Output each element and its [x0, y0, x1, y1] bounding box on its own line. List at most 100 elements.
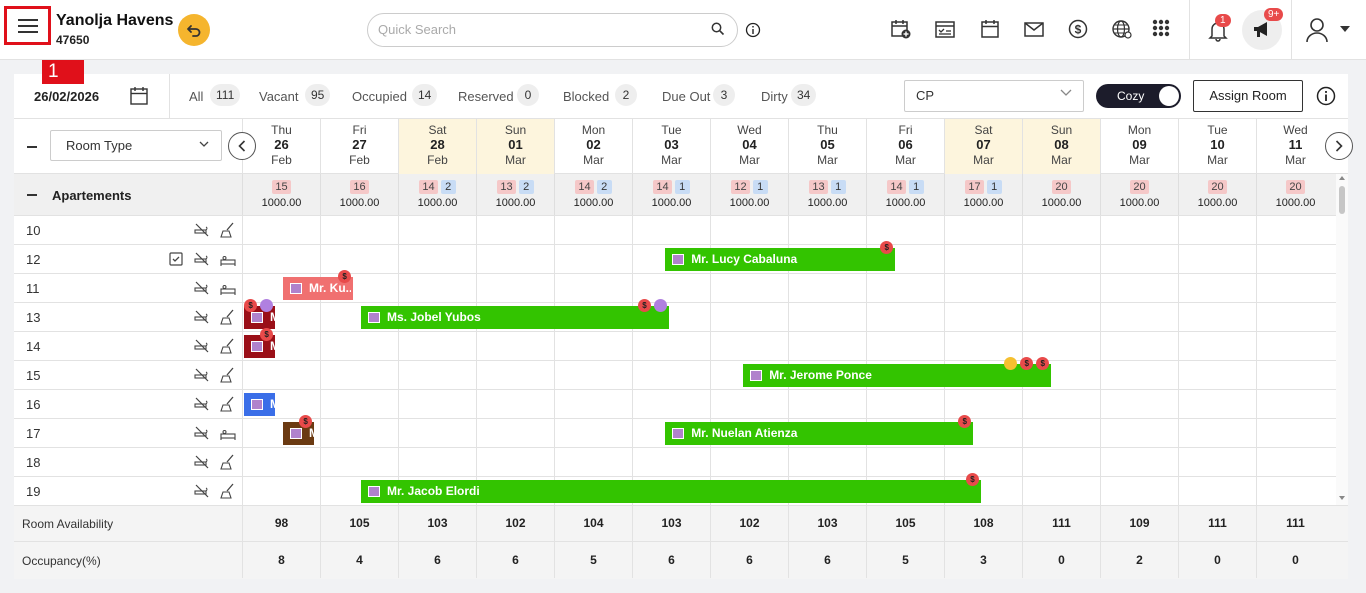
- no-smoking-icon[interactable]: [194, 454, 210, 470]
- day-number: 27: [352, 137, 367, 152]
- no-smoking-icon[interactable]: [194, 367, 210, 383]
- booking-bar[interactable]: M $: [283, 415, 315, 445]
- collapse-all-button[interactable]: [27, 146, 37, 148]
- quick-search-box[interactable]: [367, 13, 738, 47]
- occupancy-value: 5: [866, 542, 944, 578]
- booking-bar[interactable]: Mr. Nuelan Atienza $: [665, 415, 974, 445]
- filter-blocked[interactable]: Blocked: [563, 89, 610, 104]
- announcement-button[interactable]: [1242, 10, 1282, 50]
- filter-all[interactable]: All: [189, 89, 204, 104]
- filter-reserved[interactable]: Reserved: [458, 89, 514, 104]
- bed-icon[interactable]: [220, 280, 236, 296]
- rate-price: 1000.00: [417, 197, 458, 209]
- bed-icon[interactable]: [220, 425, 236, 441]
- available-count-badge: 20: [1052, 180, 1071, 194]
- broom-icon[interactable]: [220, 367, 236, 383]
- grid-line: [398, 216, 399, 506]
- apps-icon[interactable]: [1152, 18, 1170, 38]
- date-column-header[interactable]: Thu 26 Feb: [242, 119, 320, 174]
- broom-icon[interactable]: [220, 396, 236, 412]
- room-type-select[interactable]: Room Type: [50, 130, 222, 161]
- booking-bar[interactable]: Ms. Jobel Yubos $: [361, 299, 669, 329]
- date-column-header[interactable]: Sun 01 Mar: [476, 119, 554, 174]
- month-name: Mar: [817, 153, 838, 167]
- date-column-header[interactable]: Mon 09 Mar: [1100, 119, 1178, 174]
- day-number: 08: [1054, 137, 1069, 152]
- rate-price: 1000.00: [1197, 197, 1238, 209]
- mail-icon[interactable]: [1023, 18, 1045, 40]
- broom-icon[interactable]: [220, 222, 236, 238]
- prev-dates-button[interactable]: [228, 132, 256, 160]
- top-navbar: Yanolja Havens 47650 $ 1 9+: [0, 0, 1366, 60]
- globe-icon[interactable]: [1111, 18, 1133, 40]
- search-input[interactable]: [378, 22, 698, 37]
- no-smoking-icon[interactable]: [194, 280, 210, 296]
- date-column-header[interactable]: Thu 05 Mar: [788, 119, 866, 174]
- back-button[interactable]: [178, 14, 210, 46]
- bed-icon[interactable]: [220, 251, 236, 267]
- no-smoking-icon[interactable]: [194, 251, 210, 267]
- new-booking-icon[interactable]: [890, 18, 912, 40]
- broom-icon[interactable]: [220, 309, 236, 325]
- rate-plan-select[interactable]: CP: [904, 80, 1084, 112]
- vertical-scrollbar[interactable]: [1336, 174, 1348, 506]
- booking-bar[interactable]: M: [244, 393, 276, 416]
- booking-bar[interactable]: M $: [244, 299, 276, 329]
- group-day-cell: 20 1000.00: [1022, 174, 1100, 215]
- no-smoking-icon[interactable]: [194, 425, 210, 441]
- blocked-count-badge: 1: [830, 180, 846, 194]
- checklist-icon[interactable]: [934, 18, 956, 40]
- booking-bar[interactable]: Mr. Jerome Ponce $ $: [743, 357, 1052, 387]
- filter-dirty[interactable]: Dirty: [761, 89, 788, 104]
- available-count-badge: 20: [1208, 180, 1227, 194]
- date-column-header[interactable]: Tue 03 Mar: [632, 119, 710, 174]
- day-name: Sat: [974, 123, 993, 137]
- next-dates-button[interactable]: [1325, 132, 1353, 160]
- date-column-header[interactable]: Sat 28 Feb: [398, 119, 476, 174]
- date-column-header[interactable]: Tue 10 Mar: [1178, 119, 1256, 174]
- info-icon[interactable]: [1316, 86, 1336, 106]
- date-column-header[interactable]: Sun 08 Mar: [1022, 119, 1100, 174]
- view-toggle[interactable]: Cozy: [1096, 84, 1181, 108]
- filter-due-out[interactable]: Due Out: [662, 89, 711, 104]
- date-column-header[interactable]: Wed 04 Mar: [710, 119, 788, 174]
- no-smoking-icon[interactable]: [194, 222, 210, 238]
- date-column-header[interactable]: Fri 06 Mar: [866, 119, 944, 174]
- broom-icon[interactable]: [220, 338, 236, 354]
- dollar-icon[interactable]: $: [1067, 18, 1089, 40]
- filter-occupied[interactable]: Occupied: [352, 89, 407, 104]
- no-smoking-icon[interactable]: [194, 309, 210, 325]
- no-smoking-icon[interactable]: [194, 338, 210, 354]
- date-column-header[interactable]: Mon 02 Mar: [554, 119, 632, 174]
- occupancy-value: 8: [242, 542, 320, 578]
- availability-value: 105: [320, 506, 398, 542]
- date-column-header[interactable]: Fri 27 Feb: [320, 119, 398, 174]
- collapse-group-button[interactable]: [27, 194, 37, 196]
- guest-name: M: [270, 397, 276, 411]
- chevron-down-icon[interactable]: [1340, 26, 1350, 32]
- occupancy-value: 0: [1256, 542, 1334, 578]
- filter-vacant[interactable]: Vacant: [259, 89, 299, 104]
- info-icon[interactable]: [745, 22, 761, 38]
- broom-icon[interactable]: [220, 483, 236, 499]
- month-name: Mar: [505, 153, 526, 167]
- booking-bar[interactable]: M $: [244, 328, 276, 358]
- booking-bar[interactable]: Mr. Ku... $: [283, 270, 354, 300]
- calendar-icon[interactable]: [979, 18, 1001, 40]
- no-smoking-icon[interactable]: [194, 483, 210, 499]
- booking-bar[interactable]: Mr. Jacob Elordi $: [361, 473, 981, 503]
- date-column-header[interactable]: Sat 07 Mar: [944, 119, 1022, 174]
- check-icon[interactable]: [168, 251, 184, 267]
- broom-icon[interactable]: [220, 454, 236, 470]
- count-badges: 13 1: [789, 180, 866, 196]
- date-column-header[interactable]: Wed 11 Mar: [1256, 119, 1334, 174]
- count-badges: 14 2: [399, 180, 476, 196]
- assign-room-button[interactable]: Assign Room: [1193, 80, 1303, 112]
- user-icon[interactable]: [1305, 17, 1329, 43]
- date-picker-icon[interactable]: [129, 86, 149, 106]
- search-icon[interactable]: [711, 22, 725, 36]
- booking-bar[interactable]: Mr. Lucy Cabaluna $: [665, 241, 896, 271]
- menu-button[interactable]: [4, 6, 51, 45]
- no-smoking-icon[interactable]: [194, 396, 210, 412]
- scroll-thumb[interactable]: [1339, 186, 1345, 214]
